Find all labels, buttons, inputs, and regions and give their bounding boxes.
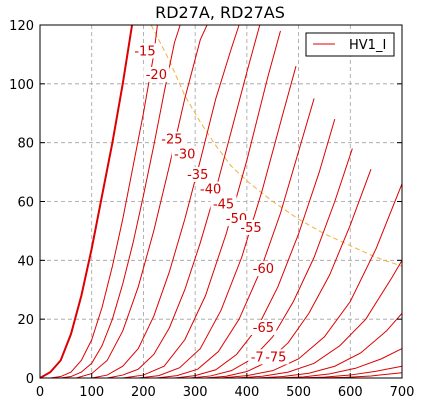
plate-curve [50,24,158,379]
plate-curve [205,168,372,379]
y-tick-label: 20 [17,313,34,328]
x-tick-label: 700 [390,385,415,400]
curve-label-bg [143,66,170,82]
plate-curves [39,24,403,379]
curve-label-bg [197,181,224,197]
y-tick-label: 80 [17,137,34,152]
y-tick-label: 100 [9,78,34,93]
curve-label-bg [237,219,264,235]
plate-curve [277,348,403,379]
axis-ticks: 0 100 200 300 400 500 600 700 0 20 40 60 80 100 120 [9,19,414,400]
x-tick-label: 0 [36,385,44,400]
y-tick-label: 60 [17,196,34,211]
curve-label: -35 [187,168,208,183]
curve-label-bg [171,146,198,162]
plate-curve [122,30,281,379]
curve-label-bg [210,196,237,212]
curve-label: -75 [265,350,286,365]
curve-label: -45 [213,197,234,212]
plate-curve [236,260,403,379]
plate-curve [257,312,403,379]
plate-dissipation-limit-curve [150,24,403,267]
curve-label-bg [158,131,185,147]
curve-label-bg [131,43,158,59]
legend-entry: HV1_I [349,38,386,53]
curve-label: -60 [253,262,274,277]
curve-labels: -15-20-25-30-35-40-45-50-55-60-65-70-75 [131,43,289,365]
legend: HV1_I [305,32,395,57]
plate-curve [156,98,315,379]
curve-label: -20 [146,68,167,83]
curve-label: -40 [200,183,221,198]
plate-curve [60,24,181,379]
x-tick-label: 400 [234,385,259,400]
curve-label: -15 [134,44,155,59]
plate-curve [107,24,261,379]
curve-label: -30 [174,147,195,162]
x-tick-label: 200 [131,385,156,400]
curve-label: -25 [161,133,182,148]
legend-box [305,32,395,57]
plate-curve [91,24,240,379]
plate-curve [189,148,353,379]
chart-title: RD27A, RD27AS [155,3,285,22]
curve-label-bg [184,166,211,182]
x-tick-label: 300 [183,385,208,400]
plate-limit-line [150,24,403,267]
x-tick-label: 500 [286,385,311,400]
x-tick-label: 600 [338,385,363,400]
curve-label-bg [262,349,289,365]
curve-label: -55 [240,221,261,236]
plate-curve [39,24,134,379]
grid-lines [40,25,402,378]
plate-curve [76,24,208,379]
x-tick-label: 100 [79,385,104,400]
y-tick-label: 0 [26,372,34,387]
curve-label-bg [250,319,277,335]
y-tick-label: 120 [9,19,34,34]
y-tick-label: 40 [17,254,34,269]
plate-curve [138,66,297,379]
plate-curve [220,183,403,379]
curve-label: -65 [253,321,274,336]
curve-label-bg [250,261,277,277]
